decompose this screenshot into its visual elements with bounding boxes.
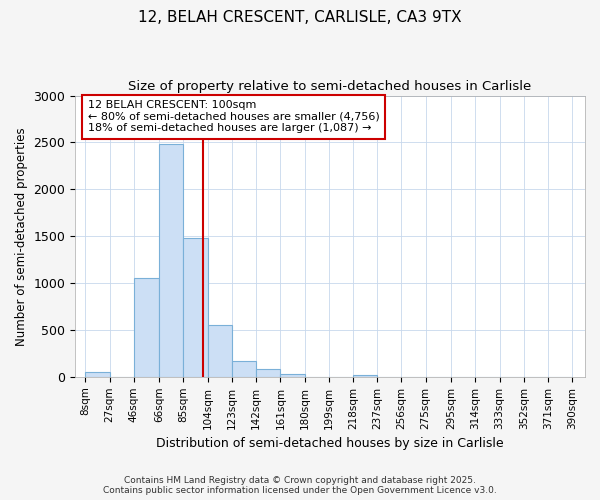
Bar xyxy=(85,372,110,377)
Title: Size of property relative to semi-detached houses in Carlisle: Size of property relative to semi-detach… xyxy=(128,80,532,93)
Bar xyxy=(232,361,256,377)
Text: Contains HM Land Registry data © Crown copyright and database right 2025.
Contai: Contains HM Land Registry data © Crown c… xyxy=(103,476,497,495)
Bar xyxy=(353,375,377,377)
Bar xyxy=(184,238,208,377)
Bar xyxy=(134,278,159,377)
Bar xyxy=(256,369,280,377)
Bar xyxy=(280,374,305,377)
Text: 12, BELAH CRESCENT, CARLISLE, CA3 9TX: 12, BELAH CRESCENT, CARLISLE, CA3 9TX xyxy=(138,10,462,25)
Text: 12 BELAH CRESCENT: 100sqm
← 80% of semi-detached houses are smaller (4,756)
18% : 12 BELAH CRESCENT: 100sqm ← 80% of semi-… xyxy=(88,100,380,134)
Y-axis label: Number of semi-detached properties: Number of semi-detached properties xyxy=(15,127,28,346)
Bar xyxy=(208,326,232,377)
Bar xyxy=(159,144,184,377)
X-axis label: Distribution of semi-detached houses by size in Carlisle: Distribution of semi-detached houses by … xyxy=(156,437,504,450)
